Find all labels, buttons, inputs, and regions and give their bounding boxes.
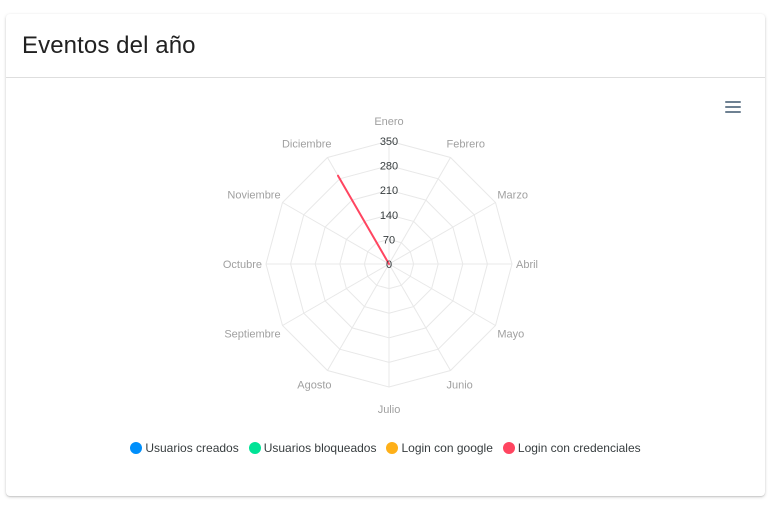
legend-item-usuarios-creados[interactable]: Usuarios creados [130, 441, 239, 455]
legend-marker [502, 442, 515, 454]
y-tick-label: 0 [386, 259, 392, 271]
category-label: Octubre [223, 259, 262, 271]
y-tick-label: 280 [380, 161, 398, 173]
y-tick-label: 70 [383, 234, 395, 246]
category-label: Enero [374, 116, 403, 128]
grid-spoke [388, 263, 496, 326]
radar-chart: 0 70 140 210 280 350 Enero Febrero Marzo Abril May… [223, 116, 538, 416]
legend-item-login-credenciales[interactable]: Login con credenciales [502, 441, 641, 455]
legend-label: Login con google [401, 441, 493, 455]
legend-item-login-google[interactable]: Login con google [386, 441, 493, 455]
legend-label: Login con credenciales [517, 441, 641, 455]
category-label: Diciembre [282, 139, 332, 151]
grid-spoke [282, 202, 390, 265]
legend-label: Usuarios bloqueados [263, 441, 377, 455]
category-label: Septiembre [224, 329, 280, 341]
card-title: Eventos del año [22, 31, 196, 59]
events-card: Eventos del año 0 70 140 210 280 350 Enero Febr… [6, 14, 765, 496]
category-label: Julio [378, 404, 401, 416]
category-label: Mayo [497, 329, 524, 341]
series-line [337, 174, 390, 265]
legend-marker [130, 442, 143, 454]
legend-marker [386, 442, 399, 454]
y-tick-label: 210 [380, 185, 398, 197]
y-tick-label: 350 [380, 136, 398, 148]
chart-legend: Usuarios creados Usuarios bloqueados Log… [6, 441, 765, 455]
y-tick-label: 140 [380, 210, 398, 222]
legend-marker [248, 442, 261, 454]
card-header: Eventos del año [6, 14, 765, 78]
category-label: Marzo [497, 190, 528, 202]
legend-label: Usuarios creados [145, 441, 239, 455]
grid-spoke [282, 263, 390, 326]
legend-item-usuarios-bloqueados[interactable]: Usuarios bloqueados [248, 441, 377, 455]
category-label: Agosto [297, 379, 331, 391]
grid-spoke [388, 157, 451, 265]
grid-spoke [388, 263, 451, 371]
category-label: Junio [447, 379, 473, 391]
category-label: Noviembre [227, 190, 280, 202]
chart-menu-icon[interactable] [722, 98, 744, 116]
grid-spoke [388, 202, 496, 265]
category-label: Abril [516, 259, 538, 271]
category-label: Febrero [447, 139, 486, 151]
grid-spoke [327, 263, 390, 371]
